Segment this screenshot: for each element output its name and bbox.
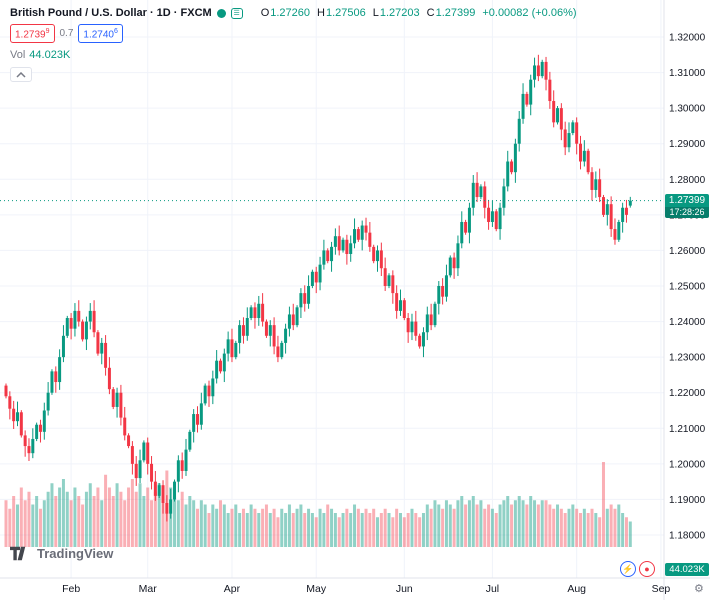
high-value: 1.27506 bbox=[325, 7, 366, 19]
time-tick-label: Jul bbox=[486, 583, 499, 595]
price-tick-label: 1.25000 bbox=[669, 282, 706, 293]
price-tick-label: 1.32000 bbox=[669, 33, 706, 44]
buy-button[interactable]: 1.27406 bbox=[78, 24, 123, 44]
high-label: H bbox=[317, 7, 325, 19]
price-tick-label: 1.29000 bbox=[669, 139, 706, 150]
volume-axis-badge: 44.023K bbox=[665, 563, 709, 576]
current-price-badge: 1.27399 17:28:26 bbox=[665, 193, 709, 218]
price-tick-label: 1.28000 bbox=[669, 175, 706, 186]
floating-icons: ⚡ ● bbox=[620, 561, 655, 577]
record-icon[interactable]: ● bbox=[639, 561, 655, 577]
volume-label: Vol bbox=[10, 49, 26, 62]
price-tick-label: 1.31000 bbox=[669, 68, 706, 79]
time-tick-label: Feb bbox=[62, 583, 80, 595]
current-price-value: 1.27399 bbox=[665, 193, 709, 207]
ask-price-sup: 6 bbox=[114, 28, 118, 35]
bid-price-sup: 9 bbox=[45, 28, 50, 35]
open-label: O bbox=[260, 7, 270, 19]
menu-icon[interactable]: ☰ bbox=[230, 7, 243, 19]
grid bbox=[0, 0, 664, 578]
time-tick-label: May bbox=[306, 583, 327, 595]
spread-value: 0.7 bbox=[59, 28, 74, 40]
close-value: 1.27399 bbox=[435, 7, 476, 19]
price-axis[interactable]: 1.320001.310001.300001.290001.280001.270… bbox=[669, 33, 706, 542]
volume-series bbox=[4, 462, 632, 547]
tradingview-logo[interactable]: TradingView bbox=[10, 546, 113, 561]
time-axis[interactable]: Feb Mar Apr May Jun Jul Aug Sep bbox=[62, 583, 670, 595]
low-value: 1.27203 bbox=[379, 7, 420, 19]
time-tick-label: Mar bbox=[139, 583, 158, 595]
bid-ask-row: 1.27399 0.7 1.27406 bbox=[10, 24, 577, 44]
candlestick-series bbox=[4, 54, 632, 522]
change-value: +0.00082 (+0.06%) bbox=[482, 7, 577, 19]
volume-value[interactable]: 44.023K bbox=[29, 49, 71, 62]
gear-icon[interactable]: ⚙ bbox=[694, 583, 704, 595]
time-tick-label: Aug bbox=[567, 583, 586, 595]
time-tick-label: Jun bbox=[396, 583, 413, 595]
bid-price: 1.2739 bbox=[15, 29, 46, 41]
price-tick-label: 1.26000 bbox=[669, 246, 706, 257]
price-tick-label: 1.21000 bbox=[669, 424, 706, 435]
volume-row: Vol 44.023K bbox=[10, 49, 577, 61]
price-tick-label: 1.19000 bbox=[669, 495, 706, 506]
close-label: C bbox=[426, 7, 435, 19]
bar-countdown: 17:28:26 bbox=[665, 206, 709, 218]
collapse-button[interactable] bbox=[10, 67, 32, 83]
price-tick-label: 1.23000 bbox=[669, 353, 706, 364]
legend-symbol-row: British Pound / U.S. Dollar · 1D · FXCM … bbox=[10, 7, 577, 19]
low-label: L bbox=[372, 7, 379, 19]
price-tick-label: 1.22000 bbox=[669, 388, 706, 399]
price-tick-label: 1.20000 bbox=[669, 459, 706, 470]
symbol-title[interactable]: British Pound / U.S. Dollar · 1D · FXCM bbox=[10, 7, 212, 19]
sell-button[interactable]: 1.27399 bbox=[10, 24, 55, 44]
chevron-up-icon bbox=[16, 71, 26, 78]
open-value: 1.27260 bbox=[270, 7, 311, 19]
ask-price: 1.2740 bbox=[83, 29, 114, 41]
lightning-icon[interactable]: ⚡ bbox=[620, 561, 636, 577]
eye-icon[interactable] bbox=[216, 8, 226, 18]
time-tick-label: Apr bbox=[224, 583, 241, 595]
time-tick-label: Sep bbox=[652, 583, 671, 595]
price-tick-label: 1.24000 bbox=[669, 317, 706, 328]
legend: British Pound / U.S. Dollar · 1D · FXCM … bbox=[10, 7, 577, 83]
ohlc-values: O 1.27260 H 1.27506 L 1.27203 C 1.27399 +0.0… bbox=[254, 7, 577, 19]
logo-text: TradingView bbox=[37, 546, 114, 561]
price-tick-label: 1.18000 bbox=[669, 531, 706, 542]
price-tick-label: 1.30000 bbox=[669, 104, 706, 115]
tradingview-mark-icon bbox=[10, 546, 26, 561]
